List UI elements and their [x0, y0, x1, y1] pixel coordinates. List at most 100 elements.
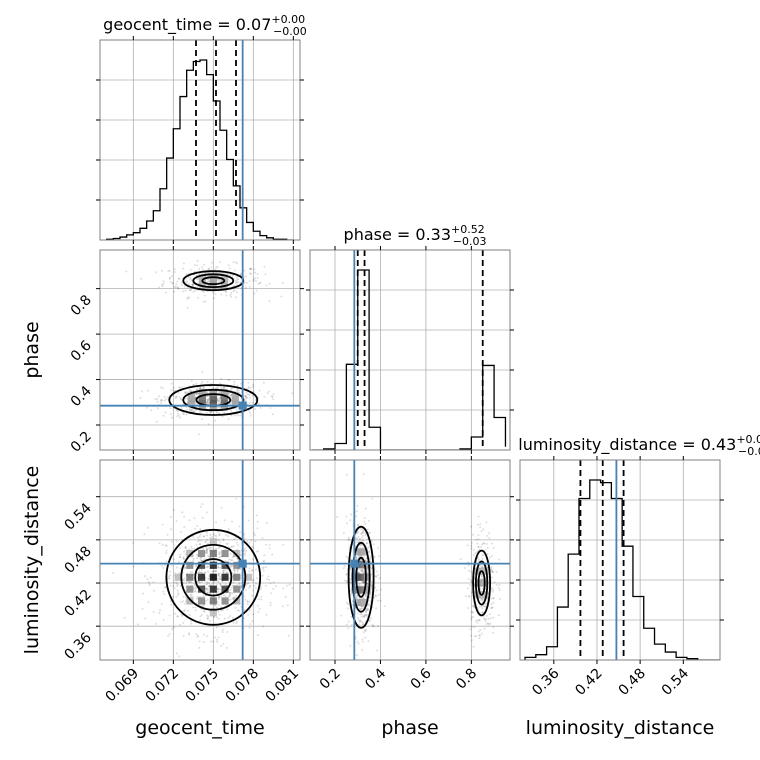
sample-point: [256, 604, 259, 607]
sample-point: [253, 278, 255, 281]
sample-point: [350, 615, 353, 618]
sample-point: [211, 547, 214, 550]
sample-point: [217, 636, 220, 639]
sample-point: [268, 300, 271, 303]
sample-point: [246, 600, 249, 603]
sample-point: [200, 613, 203, 616]
sample-point: [248, 396, 251, 399]
sample-point: [207, 399, 209, 402]
tick-label-y-luminosity-distance: 0.42: [61, 587, 94, 620]
sample-point: [363, 615, 366, 618]
sample-point: [177, 593, 180, 596]
sample-point: [484, 602, 487, 605]
sample-point: [186, 280, 188, 283]
sample-point: [359, 619, 362, 622]
sample-point: [362, 596, 365, 599]
sample-point: [163, 399, 166, 402]
sample-point: [478, 619, 481, 622]
sample-point: [189, 276, 192, 279]
sample-point: [217, 574, 220, 577]
sample-point: [190, 620, 192, 623]
sample-point: [206, 549, 209, 552]
sample-point: [183, 577, 186, 580]
sample-point: [228, 591, 231, 594]
sample-point: [284, 595, 287, 598]
sample-point: [246, 397, 248, 399]
sample-point: [490, 554, 493, 557]
sample-point: [285, 584, 288, 587]
sample-point: [204, 558, 207, 561]
sample-point: [210, 583, 213, 586]
sample-point: [188, 581, 191, 584]
contour-line: [180, 544, 247, 611]
sample-point: [175, 409, 178, 412]
sample-point: [191, 571, 194, 573]
sample-point: [248, 410, 251, 412]
sample-point: [209, 546, 212, 549]
density-cell: [209, 538, 217, 546]
sample-point: [218, 406, 221, 409]
sample-point: [179, 547, 181, 550]
density-cell: [209, 550, 217, 558]
sample-point: [492, 616, 495, 619]
sample-point: [269, 582, 272, 585]
sample-point: [355, 515, 358, 518]
sample-point: [247, 519, 250, 522]
density-cell: [481, 567, 489, 575]
sample-point: [244, 598, 247, 601]
sample-point: [190, 409, 193, 412]
sample-point: [180, 283, 183, 286]
sample-point: [369, 593, 372, 596]
sample-point: [207, 398, 210, 401]
sample-point: [470, 541, 473, 544]
sample-point: [471, 611, 474, 614]
sample-point: [238, 583, 241, 586]
sample-point: [215, 626, 218, 629]
sample-point: [209, 546, 211, 549]
sample-point: [375, 589, 378, 592]
sample-point: [245, 281, 248, 284]
sample-point: [169, 515, 172, 518]
sample-point: [225, 646, 228, 649]
sample-point: [147, 601, 150, 604]
sample-point: [211, 387, 214, 390]
contour-line: [201, 276, 226, 286]
sample-point: [222, 571, 225, 574]
sample-point: [218, 596, 221, 599]
density-cell: [198, 550, 206, 558]
sample-point: [222, 569, 225, 572]
tick-label-x-phase: 0.8: [453, 666, 480, 693]
sample-point: [189, 289, 192, 292]
sample-point: [479, 634, 481, 637]
sample-point: [132, 565, 135, 568]
sample-point: [192, 384, 195, 387]
sample-point: [256, 577, 258, 580]
sample-point: [172, 595, 175, 598]
sample-point: [361, 649, 364, 651]
sample-point: [373, 556, 376, 559]
tick-label-y-luminosity-distance: 0.54: [61, 500, 94, 533]
tick-label-x-luminosity-distance: 0.54: [659, 665, 692, 698]
sample-point: [206, 390, 209, 393]
sample-point: [227, 391, 230, 394]
sample-point: [217, 406, 220, 409]
sample-point: [210, 559, 213, 562]
sample-point: [206, 581, 209, 584]
sample-point: [239, 531, 242, 534]
sample-point: [243, 608, 246, 611]
sample-point: [470, 618, 473, 621]
sample-point: [227, 264, 230, 267]
sample-point: [244, 275, 247, 278]
sample-point: [155, 622, 158, 625]
sample-point: [172, 509, 175, 511]
density-cell: [221, 561, 229, 569]
sample-point: [227, 617, 230, 619]
sample-point: [246, 393, 249, 396]
panel-content: [310, 460, 510, 660]
sample-point: [361, 607, 364, 610]
sample-point: [223, 386, 226, 389]
sample-point: [225, 290, 228, 293]
sample-point: [199, 558, 202, 560]
tick-label-y-luminosity-distance: 0.48: [61, 543, 94, 576]
sample-point: [347, 536, 350, 539]
